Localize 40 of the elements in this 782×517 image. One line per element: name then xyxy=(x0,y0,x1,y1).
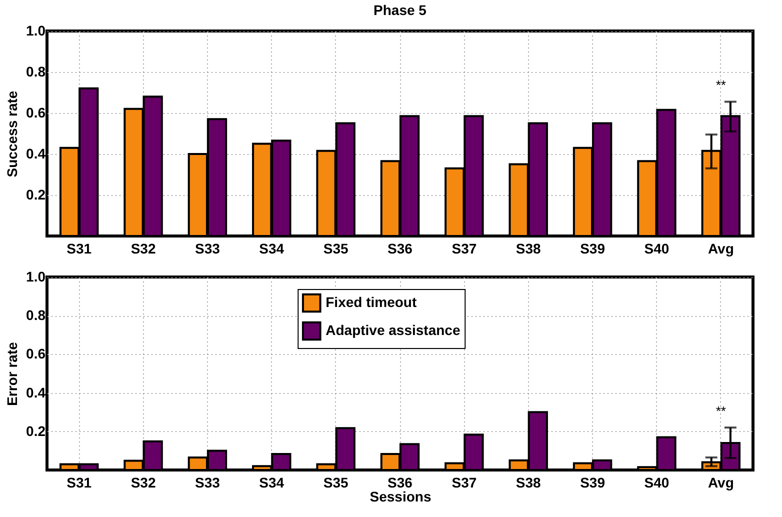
y-tick-label: 0.6 xyxy=(26,104,46,120)
x-tick-label: Avg xyxy=(708,474,734,490)
x-tick-label: S38 xyxy=(516,474,542,490)
x-tick-label: S39 xyxy=(580,240,606,256)
x-tick-label: S40 xyxy=(644,240,670,256)
x-tick-label: S31 xyxy=(66,240,92,256)
x-tick-label: S31 xyxy=(66,474,92,490)
x-tick-label: S36 xyxy=(388,240,413,256)
y-tick-label: 1.0 xyxy=(26,268,46,284)
y-tick-label: 0.4 xyxy=(26,146,46,162)
x-tick-label: S40 xyxy=(644,474,670,490)
y-tick-label: 0.2 xyxy=(26,422,46,439)
x-tick-label: S38 xyxy=(516,240,542,256)
annotation: ** xyxy=(716,404,726,419)
y-axis-title: Error rate xyxy=(4,342,20,406)
x-tick-label: S32 xyxy=(130,474,156,490)
x-tick-label: S35 xyxy=(323,474,348,490)
legend-label: Adaptive assistance xyxy=(326,322,460,338)
x-tick-label: S35 xyxy=(323,240,348,256)
x-axis-title: Sessions xyxy=(370,488,432,504)
y-axis-title: Success rate xyxy=(4,90,20,178)
y-tick-label: 0.6 xyxy=(26,346,46,362)
x-tick-label: S33 xyxy=(194,474,220,490)
x-tick-label: S36 xyxy=(388,474,413,490)
x-tick-label: S32 xyxy=(130,240,156,256)
annotation: ** xyxy=(716,78,726,93)
x-tick-label: S34 xyxy=(259,240,284,256)
y-tick-label: 0.4 xyxy=(26,384,46,400)
x-tick-label: S37 xyxy=(452,240,477,256)
legend-label: Fixed timeout xyxy=(326,294,417,310)
y-tick-label: 0.8 xyxy=(26,64,46,80)
x-tick-label: S39 xyxy=(580,474,606,490)
y-tick-label: 0.8 xyxy=(26,307,46,324)
y-tick-label: 0.2 xyxy=(26,186,46,202)
x-tick-label: S37 xyxy=(452,474,477,490)
x-tick-label: S34 xyxy=(259,474,284,490)
y-tick-label: 1.0 xyxy=(26,22,46,38)
x-tick-label: Avg xyxy=(708,240,734,256)
chart-title: Phase 5 xyxy=(374,2,427,18)
x-tick-label: S33 xyxy=(194,240,220,256)
